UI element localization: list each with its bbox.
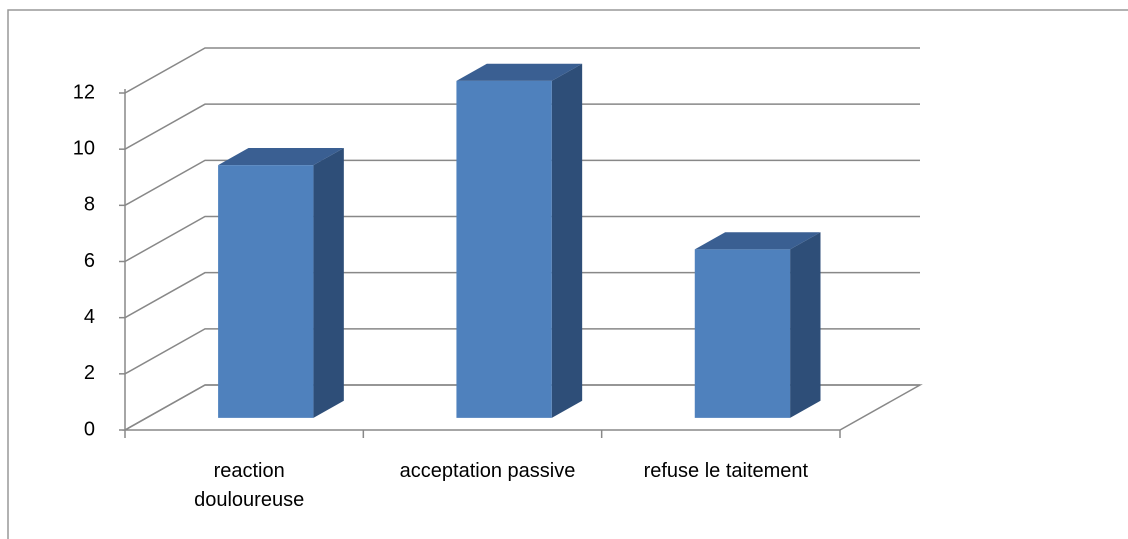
- x-tick-label: reaction douloureuse: [194, 460, 305, 511]
- x-tick-label: refuse le taitement: [643, 460, 809, 482]
- y-tick-label: 4: [84, 306, 95, 328]
- y-tick-label: 6: [84, 250, 95, 272]
- bar: [456, 80, 552, 418]
- y-tick-label: 2: [84, 362, 95, 384]
- y-tick-label: 10: [73, 137, 95, 159]
- bar-top: [456, 63, 583, 81]
- y-tick-label: 12: [73, 81, 95, 103]
- grid-line: [124, 215, 920, 263]
- y-tick-label: 0: [84, 418, 95, 440]
- bar-side: [313, 148, 344, 418]
- bar-top: [218, 148, 344, 166]
- grid-line: [124, 103, 920, 150]
- bar-side: [790, 232, 821, 418]
- grid-line: [124, 271, 920, 319]
- x-tick-label: acceptation passive: [399, 460, 576, 482]
- grid-line: [124, 384, 920, 431]
- bar: [694, 249, 791, 418]
- grid-line: [124, 328, 920, 375]
- bar-top: [694, 232, 821, 250]
- bar-side: [551, 63, 583, 418]
- chart-frame: [7, 9, 1128, 539]
- grid-line: [124, 159, 920, 206]
- y-tick-label: 8: [84, 194, 95, 216]
- bar: [218, 165, 314, 418]
- grid-line: [124, 47, 920, 94]
